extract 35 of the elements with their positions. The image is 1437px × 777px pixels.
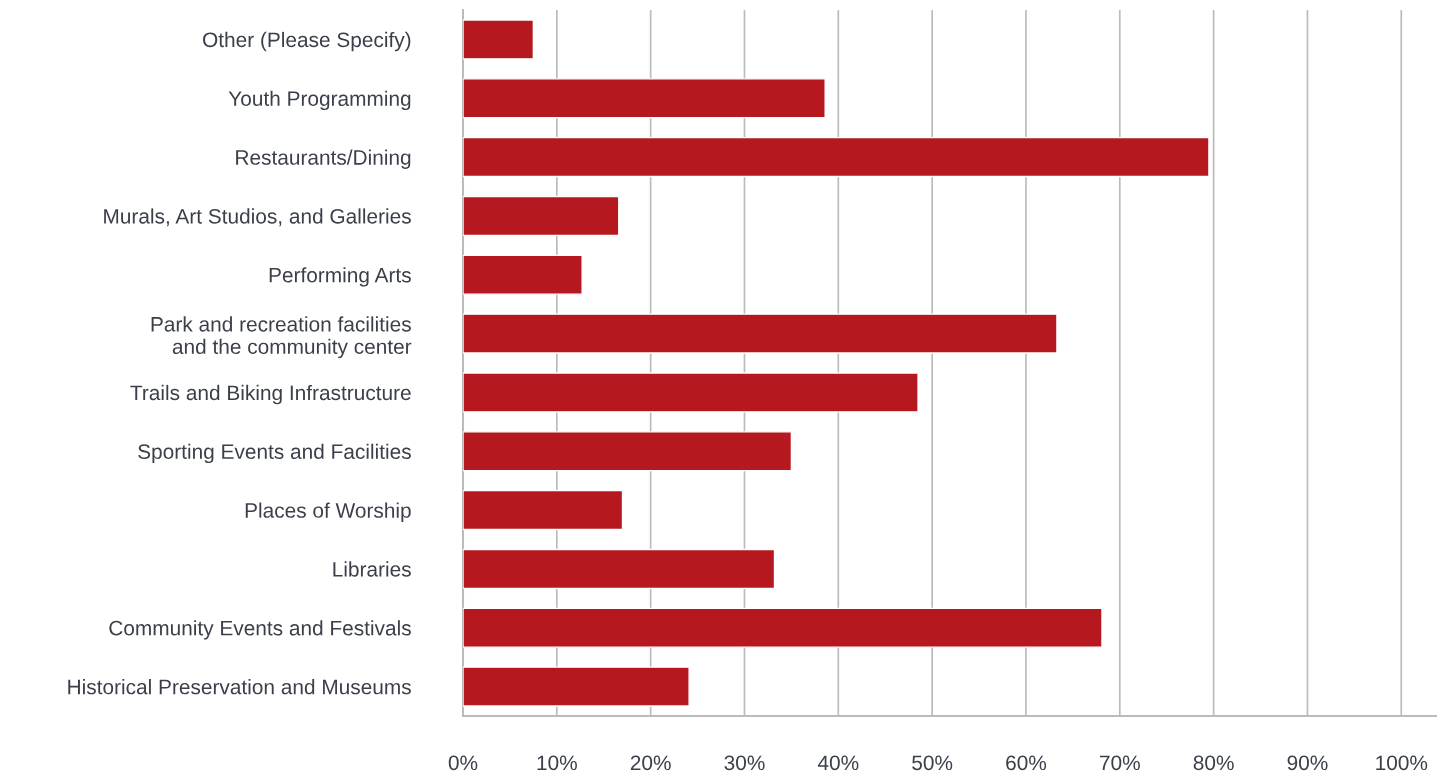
bar xyxy=(463,431,793,472)
y-tick-label: Performing Arts xyxy=(269,267,411,287)
y-tick-label: Sporting Events and Facilities xyxy=(138,443,411,464)
y-tick-label: Other (Please Specify) xyxy=(203,31,411,52)
bar xyxy=(463,136,1210,178)
bar xyxy=(463,78,826,119)
x-tick-label: 10% xyxy=(537,755,577,771)
x-tick-label: 60% xyxy=(1006,755,1047,771)
y-tick-label: Trails and Biking Infrastructure xyxy=(130,384,411,405)
x-tick-label: 70% xyxy=(1100,755,1140,771)
y-tick-label: Historical Preservation and Museums xyxy=(68,679,411,695)
x-tick-label: 20% xyxy=(630,755,671,771)
bar xyxy=(463,607,1103,648)
bar xyxy=(463,666,690,707)
bar xyxy=(463,372,919,413)
x-tick-label: 30% xyxy=(724,755,765,771)
x-tick-label: 50% xyxy=(912,755,953,771)
x-tick-label: 40% xyxy=(817,755,859,771)
bar xyxy=(463,548,776,590)
y-tick-label: Libraries xyxy=(333,561,411,577)
y-tick-label: Restaurants/Dining xyxy=(236,149,411,169)
x-tick-label: 80% xyxy=(1193,755,1234,771)
x-tick-label: 0% xyxy=(448,755,478,771)
y-tick-label: Places of Worship xyxy=(245,502,411,522)
y-tick-label: Community Events and Festivals xyxy=(109,620,411,640)
bar xyxy=(463,489,624,531)
bar xyxy=(463,254,583,295)
y-tick-label: Murals, Art Studios, and Galleries xyxy=(104,208,411,227)
y-tick-label: Youth Programming xyxy=(228,90,411,111)
bar xyxy=(463,19,535,60)
x-tick-label: 90% xyxy=(1287,755,1328,771)
bar xyxy=(463,195,620,237)
y-tick-label: Park and recreation facilities and the community center xyxy=(151,316,412,359)
x-tick-label: 100% xyxy=(1376,755,1428,771)
bar xyxy=(463,313,1058,354)
